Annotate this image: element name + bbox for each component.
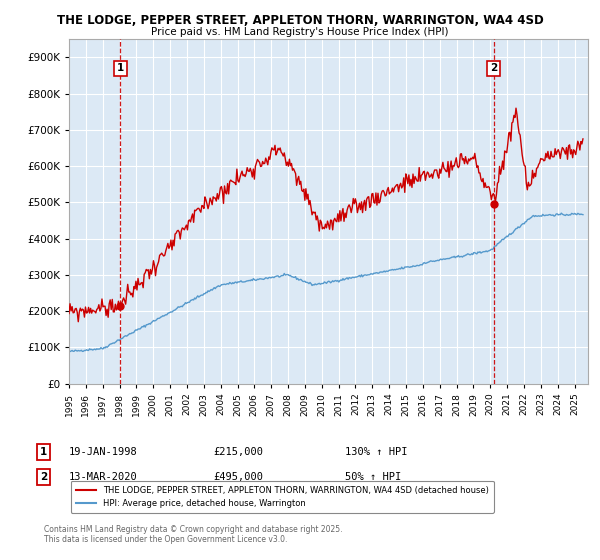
Text: 50% ↑ HPI: 50% ↑ HPI	[345, 472, 401, 482]
Text: 1: 1	[40, 447, 47, 457]
Text: Contains HM Land Registry data © Crown copyright and database right 2025.
This d: Contains HM Land Registry data © Crown c…	[44, 525, 342, 544]
Text: THE LODGE, PEPPER STREET, APPLETON THORN, WARRINGTON, WA4 4SD: THE LODGE, PEPPER STREET, APPLETON THORN…	[56, 14, 544, 27]
Text: Price paid vs. HM Land Registry's House Price Index (HPI): Price paid vs. HM Land Registry's House …	[151, 27, 449, 37]
Text: 19-JAN-1998: 19-JAN-1998	[69, 447, 138, 457]
Text: £495,000: £495,000	[213, 472, 263, 482]
Legend: THE LODGE, PEPPER STREET, APPLETON THORN, WARRINGTON, WA4 4SD (detached house), : THE LODGE, PEPPER STREET, APPLETON THORN…	[71, 480, 494, 513]
Text: £215,000: £215,000	[213, 447, 263, 457]
Text: 2: 2	[490, 63, 497, 73]
Text: 13-MAR-2020: 13-MAR-2020	[69, 472, 138, 482]
Text: 130% ↑ HPI: 130% ↑ HPI	[345, 447, 407, 457]
Text: 1: 1	[117, 63, 124, 73]
Text: 2: 2	[40, 472, 47, 482]
